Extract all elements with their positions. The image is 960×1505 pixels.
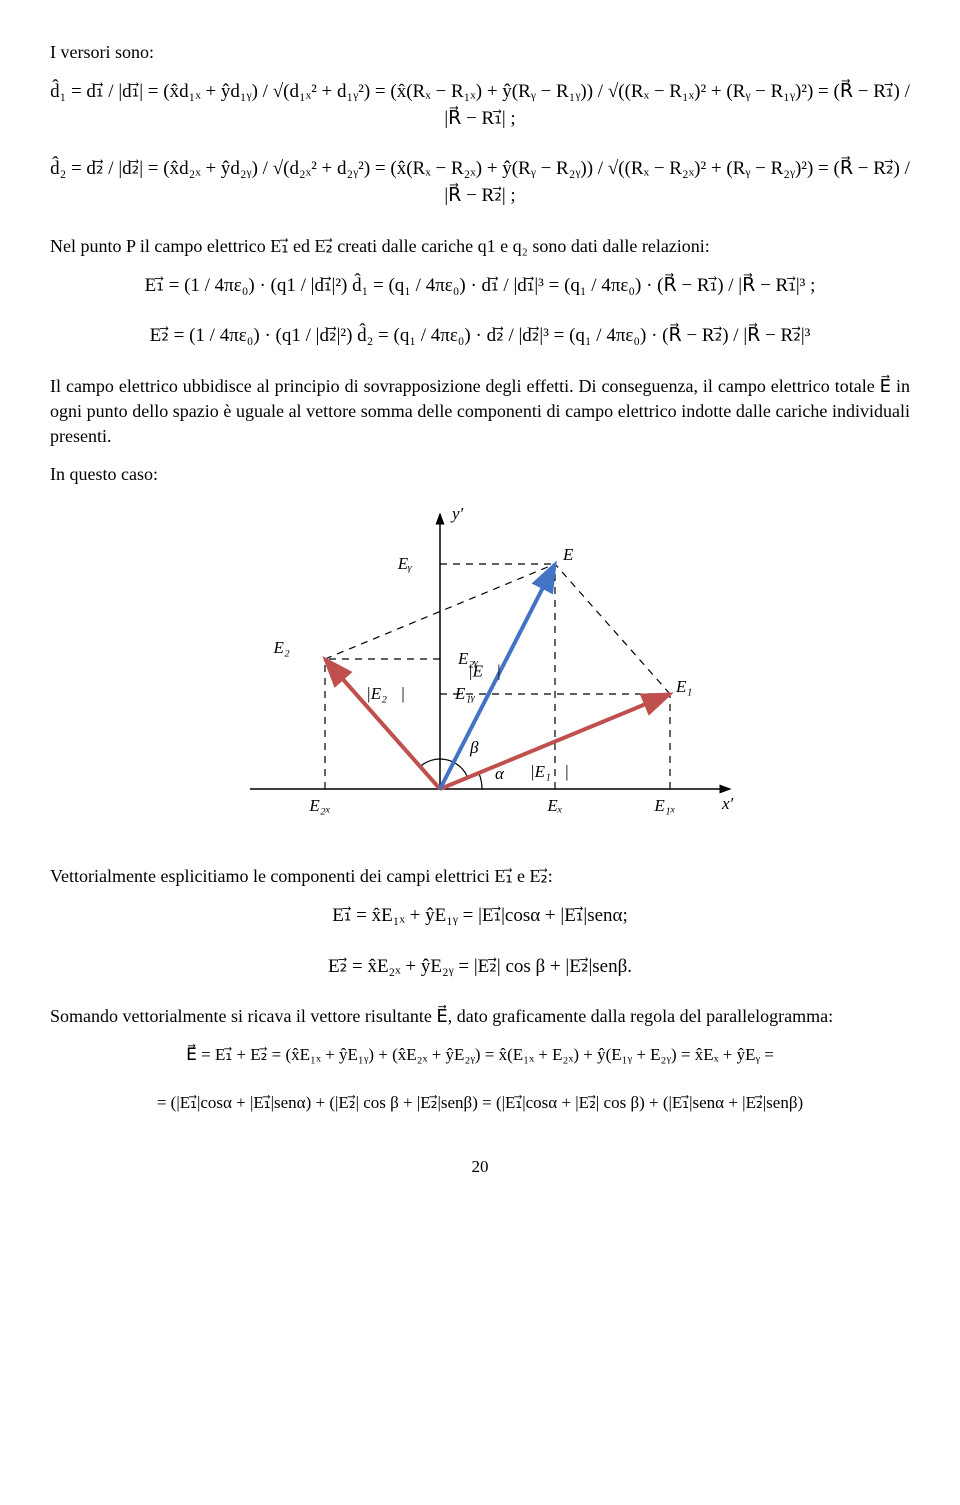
eq-d2-hat: d̂₂ = d₂⃗ / |d₂⃗| = (x̂d₂ₓ + ŷd₂ᵧ) / √(d… [50,156,910,209]
eq-E2-components: E₂⃗ = x̂E₂ₓ + ŷE₂ᵧ = |E₂⃗| cos β + |E₂⃗|… [50,954,910,981]
eq-E-sum-line1: E⃗ = E₁⃗ + E₂⃗ = (x̂E₁ₓ + ŷE₁ᵧ) + (x̂E₂ₓ… [50,1043,910,1067]
campo-ubbidisce-paragraph: Il campo elettrico ubbidisce al principi… [50,374,910,450]
somando-paragraph: Somando vettorialmente si ricava il vett… [50,1004,910,1029]
nel-punto-paragraph: Nel punto P il campo elettrico E₁⃗ ed E₂… [50,234,910,259]
svg-text:E⃗: E⃗ [562,545,587,564]
versori-intro: I versori sono: [50,40,910,65]
svg-text:Eᵧ: Eᵧ [397,554,412,573]
svg-text:|E⃗|: |E⃗| [468,661,501,680]
eq-E-sum-line2: = (|E₁⃗|cosα + |E₁⃗|senα) + (|E₂⃗| cos β… [50,1091,910,1115]
eq-E1: E₁⃗ = (1 / 4πε₀) · (q1 / |d₁⃗|²) d̂₁ = (… [50,273,910,300]
in-questo-caso: In questo caso: [50,462,910,487]
svg-text:|E₂⃗|: |E₂⃗| [366,684,405,703]
svg-text:E₁ᵧ: E₁ᵧ [454,684,475,703]
svg-text:α: α [495,764,505,783]
svg-text:E₁ₓ: E₁ₓ [653,796,675,815]
eq-E1-components: E₁⃗ = x̂E₁ₓ + ŷE₁ᵧ = |E₁⃗|cosα + |E₁⃗|se… [50,903,910,930]
svg-text:Eₓ: Eₓ [546,796,562,815]
eq-E2: E₂⃗ = (1 / 4πε₀) · (q1 / |d₂⃗|²) d̂₂ = (… [50,323,910,350]
vettorialmente-paragraph: Vettorialmente esplicitiamo le component… [50,864,910,889]
vector-diagram: y′x′EᵧE⃗E₂⃗E₂ᵧ|E⃗||E₂⃗|E₁ᵧE₁⃗βα|E₁⃗|E₂ₓE… [50,499,910,846]
page-number: 20 [50,1155,910,1179]
svg-text:β: β [469,738,479,757]
eq-d1-hat: d̂₁ = d₁⃗ / |d₁⃗| = (x̂d₁ₓ + ŷd₁ᵧ) / √(d… [50,79,910,132]
svg-text:E₂ₓ: E₂ₓ [308,796,330,815]
svg-text:E₂⃗: E₂⃗ [272,638,303,657]
svg-text:|E₁⃗|: |E₁⃗| [530,762,569,781]
svg-text:E₁⃗: E₁⃗ [675,677,706,696]
svg-text:x′: x′ [721,794,734,813]
svg-text:y′: y′ [450,504,464,523]
